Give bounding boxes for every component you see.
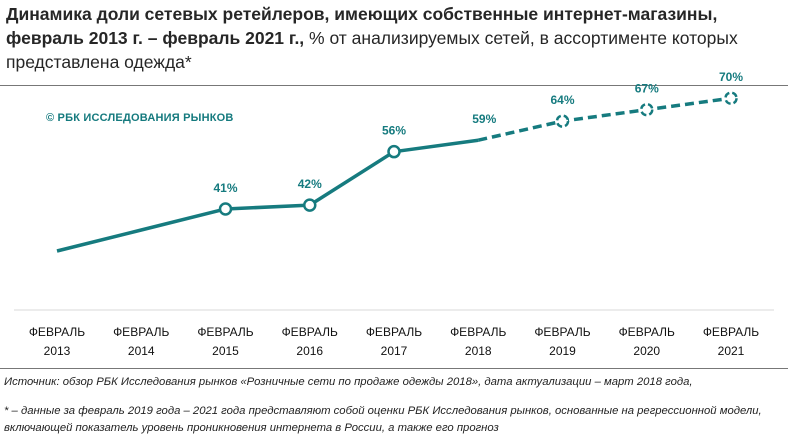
- source-note: Источник: обзор РБК Исследования рынков …: [4, 376, 693, 388]
- data-label: 42%: [298, 177, 322, 191]
- chart-title-bold: Динамика доли сетевых ретейлеров, имеющи…: [6, 4, 718, 48]
- data-label: 64%: [550, 93, 574, 107]
- x-tick-label: ФЕВРАЛЬ 2020: [619, 325, 675, 358]
- data-label: 59%: [472, 112, 496, 126]
- x-tick-label: ФЕВРАЛЬ 2014: [113, 325, 169, 358]
- markers: [218, 91, 738, 216]
- data-point: [218, 202, 233, 216]
- x-tick-label: ФЕВРАЛЬ 2015: [197, 325, 253, 358]
- data-label: 70%: [719, 70, 743, 84]
- x-tick-label: ФЕВРАЛЬ 2018: [450, 325, 506, 358]
- chart-title: Динамика доли сетевых ретейлеров, имеющи…: [6, 2, 782, 74]
- x-tick-label: ФЕВРАЛЬ 2017: [366, 325, 422, 358]
- series-line-actual: [56, 138, 479, 253]
- x-tick-label: ФЕВРАЛЬ 2019: [534, 325, 590, 358]
- data-point: [387, 144, 401, 159]
- x-tick-label: ФЕВРАЛЬ 2016: [282, 325, 338, 358]
- data-point: [303, 198, 317, 212]
- watermark: © РБК ИССЛЕДОВАНИЯ РЫНКОВ: [46, 112, 234, 124]
- footnote: * – данные за февраль 2019 года – 2021 г…: [4, 405, 762, 434]
- x-tick-label: ФЕВРАЛЬ 2013: [29, 325, 85, 358]
- data-point: [640, 102, 654, 117]
- data-label: 67%: [635, 82, 659, 96]
- top-divider: [0, 85, 788, 86]
- series-line-forecast: [477, 96, 732, 142]
- data-label: 41%: [213, 181, 237, 195]
- bottom-divider: [0, 368, 788, 369]
- data-label: 56%: [382, 124, 406, 138]
- data-labels: 41% 42% 56% 59% 64% 67% 70%: [213, 70, 743, 195]
- x-tick-label: ФЕВРАЛЬ 2021: [703, 325, 759, 358]
- series: [56, 96, 732, 253]
- chart-title-rest: % от анализируемых сетей, в ассортименте…: [6, 28, 738, 72]
- data-point: [724, 91, 738, 105]
- x-tick-labels: ФЕВРАЛЬ 2013 ФЕВРАЛЬ 2014 ФЕВРАЛЬ 2015 ФЕВРАЛЬ…: [29, 325, 759, 358]
- data-point: [555, 114, 570, 128]
